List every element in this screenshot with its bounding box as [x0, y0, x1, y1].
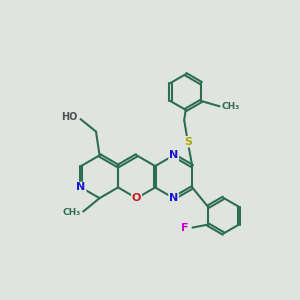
Text: N: N — [76, 182, 86, 193]
Text: N: N — [169, 150, 178, 161]
Text: F: F — [182, 223, 189, 232]
Text: CH₃: CH₃ — [63, 208, 81, 217]
Text: S: S — [184, 137, 192, 147]
Text: O: O — [132, 193, 141, 203]
Text: CH₃: CH₃ — [222, 102, 240, 111]
Text: N: N — [169, 193, 178, 203]
Text: HO: HO — [61, 112, 77, 122]
